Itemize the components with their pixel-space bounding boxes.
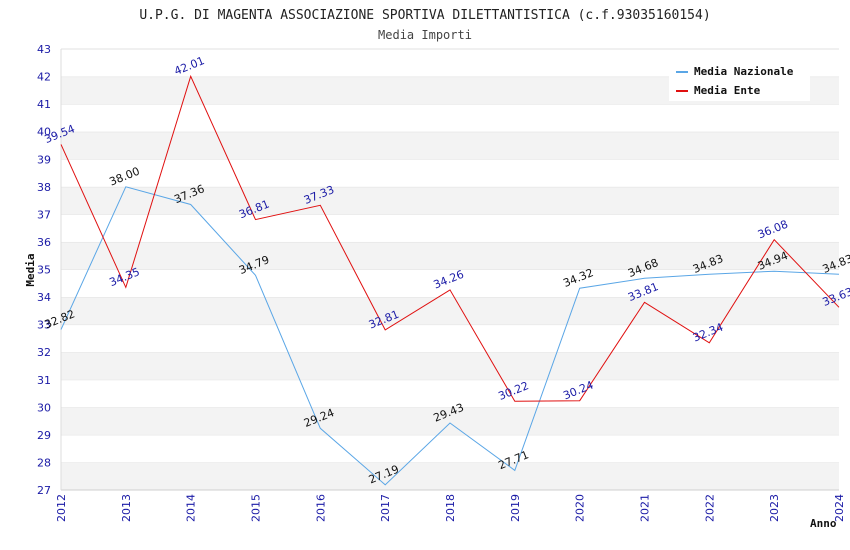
grid-band (61, 241, 839, 270)
x-tick-label: 2014 (185, 494, 198, 522)
y-tick-label: 31 (37, 374, 51, 387)
y-tick-label: 38 (37, 181, 51, 194)
x-axis-ticks: 2012 2013 2014 2015 2016 2017 2018 2019 2020 2021… (55, 494, 846, 522)
x-tick-label: 2024 (833, 494, 846, 522)
y-axis-label: Media (24, 253, 37, 286)
grid-band (61, 434, 839, 463)
x-tick-label: 2016 (314, 494, 327, 522)
y-tick-label: 27 (37, 484, 51, 497)
x-tick-label: 2023 (768, 494, 781, 522)
y-tick-label: 30 (37, 401, 51, 414)
grid-band (61, 462, 839, 490)
y-tick-label: 28 (37, 456, 51, 469)
x-tick-label: 2013 (120, 494, 133, 522)
grid-band (61, 186, 839, 215)
chart-title: U.P.G. DI MAGENTA ASSOCIAZIONE SPORTIVA … (139, 8, 710, 23)
y-tick-label: 33 (37, 319, 51, 332)
series-line-media-nazionale (60, 186, 840, 486)
grid-band (61, 214, 839, 242)
y-tick-label: 39 (37, 153, 51, 166)
x-tick-label: 2022 (703, 494, 716, 522)
x-tick-label: 2012 (55, 494, 68, 522)
x-tick-label: 2018 (444, 494, 457, 522)
y-tick-label: 41 (37, 98, 51, 111)
legend-entry: Media Ente (694, 84, 761, 97)
x-tick-label: 2017 (379, 494, 392, 522)
series-lines (60, 74, 840, 486)
grid-band (61, 104, 839, 132)
grid-bands (60, 48, 839, 491)
grid-band (61, 407, 839, 435)
y-tick-label: 36 (37, 236, 51, 249)
x-axis-label: Anno (810, 517, 837, 530)
grid-band (61, 159, 839, 187)
chart-subtitle: Media Importi (378, 28, 472, 42)
y-tick-label: 43 (37, 43, 51, 56)
x-tick-label: 2021 (639, 494, 652, 522)
grid-band (61, 324, 839, 353)
grid-band (61, 297, 839, 325)
x-tick-label: 2019 (509, 494, 522, 522)
y-tick-label: 37 (37, 208, 51, 221)
y-tick-label: 40 (37, 126, 51, 139)
grid-band (61, 131, 839, 160)
legend: Media Nazionale Media Ente (669, 59, 810, 101)
series-line-media-ente (60, 74, 840, 402)
y-tick-label: 42 (37, 71, 51, 84)
y-tick-label: 34 (37, 291, 51, 304)
y-tick-label: 35 (37, 264, 51, 277)
x-tick-label: 2015 (250, 494, 263, 522)
y-axis-ticks: 27 28 29 30 31 32 33 34 35 36 37 38 39 40 41 42 43 (37, 43, 51, 497)
x-tick-label: 2020 (574, 494, 587, 522)
y-tick-label: 29 (37, 429, 51, 442)
legend-box (669, 59, 810, 101)
grid-band (61, 379, 839, 408)
y-tick-label: 32 (37, 346, 51, 359)
legend-entry: Media Nazionale (694, 65, 794, 78)
grid-band (61, 352, 839, 380)
